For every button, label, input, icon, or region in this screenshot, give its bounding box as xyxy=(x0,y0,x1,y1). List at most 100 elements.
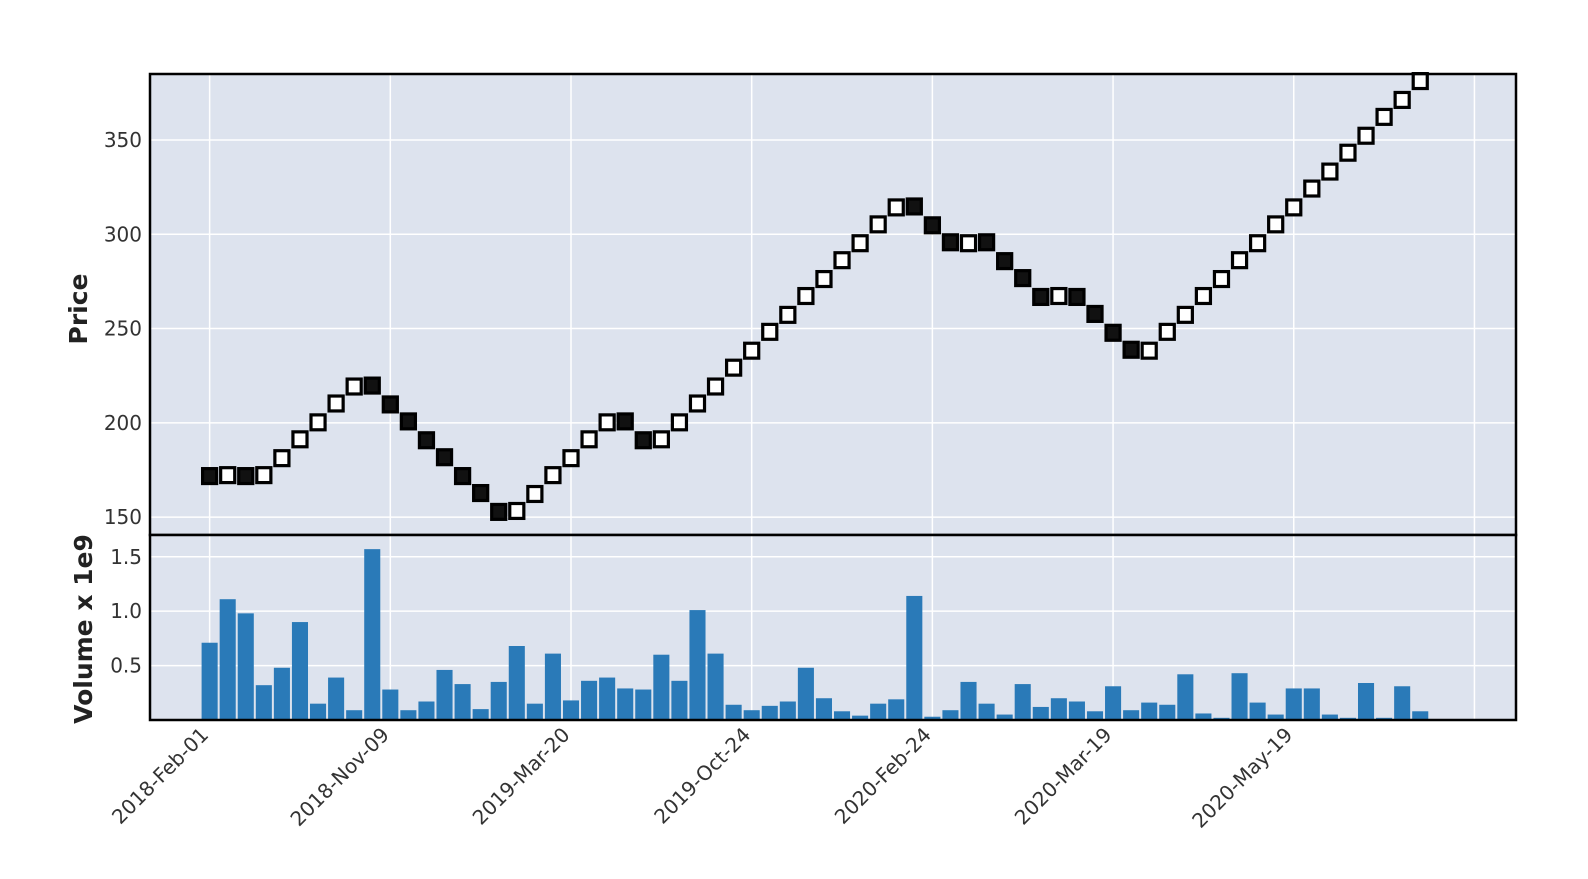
volume-bar xyxy=(888,699,905,720)
renko-brick-down xyxy=(1032,287,1050,307)
price-y-tick-label: 300 xyxy=(104,222,142,246)
price-y-tick-label: 150 xyxy=(104,505,142,529)
renko-brick-up xyxy=(833,251,851,270)
renko-brick-up xyxy=(869,215,887,234)
renko-brick-down xyxy=(905,197,923,216)
volume-bar xyxy=(544,653,561,720)
volume-bar xyxy=(797,667,814,720)
volume-y-ticks: 0.5 1.0 1.5 xyxy=(110,545,142,678)
volume-bar xyxy=(1231,673,1248,720)
volume-bar xyxy=(581,680,598,720)
renko-brick-up xyxy=(652,430,670,449)
renko-brick-up xyxy=(1393,90,1411,109)
volume-bar xyxy=(689,610,706,720)
x-tick-label: 2019-Oct-24 xyxy=(649,723,755,829)
price-y-tick-label: 200 xyxy=(104,411,142,435)
renko-brick-down xyxy=(1014,269,1032,288)
renko-brick-down xyxy=(417,431,436,450)
x-tick-label: 2020-May-19 xyxy=(1187,723,1297,833)
renko-brick-up xyxy=(526,484,544,504)
renko-brick-down xyxy=(634,431,652,450)
volume-bar xyxy=(201,642,218,720)
renko-brick-down xyxy=(616,412,634,431)
volume-bar xyxy=(454,684,471,720)
volume-bar xyxy=(1412,711,1429,720)
volume-bar xyxy=(1141,702,1158,720)
renko-brick-up xyxy=(1339,143,1357,162)
volume-bar xyxy=(924,716,941,720)
x-tick-label: 2018-Nov-09 xyxy=(285,723,393,831)
volume-bar xyxy=(671,680,688,720)
renko-brick-up xyxy=(724,358,743,377)
volume-bar xyxy=(1105,686,1122,720)
volume-bar xyxy=(1123,710,1140,720)
x-tick-label: 2020-Feb-24 xyxy=(830,723,936,829)
renko-brick-down xyxy=(1068,287,1086,307)
renko-brick-up xyxy=(1212,269,1231,289)
volume-bar xyxy=(346,710,363,720)
volume-bar xyxy=(1394,686,1411,720)
renko-brick-up xyxy=(309,413,327,432)
renko-brick-up xyxy=(1357,126,1375,145)
renko-brick-up xyxy=(345,377,363,396)
renko-brick-up xyxy=(887,198,905,217)
renko-brick-down xyxy=(1104,323,1122,342)
renko-brick-up xyxy=(1158,322,1176,341)
renko-brick-down xyxy=(453,467,472,486)
volume-axis-title: Volume x 1e9 xyxy=(69,534,98,724)
volume-bar xyxy=(472,709,489,720)
volume-bar xyxy=(219,599,236,720)
volume-bar xyxy=(1267,714,1284,720)
renko-brick-up xyxy=(580,430,598,449)
renko-brick-up xyxy=(959,234,978,253)
renko-brick-up xyxy=(1176,305,1194,324)
volume-bar xyxy=(418,701,435,720)
volume-bar xyxy=(906,595,923,720)
renko-brick-up xyxy=(1050,286,1068,306)
renko-brick-up xyxy=(1303,179,1321,198)
volume-bar xyxy=(761,705,778,720)
price-gridlines xyxy=(150,74,1516,535)
renko-brick-up xyxy=(273,449,291,468)
volume-bar xyxy=(1303,688,1320,720)
volume-bar xyxy=(635,689,652,720)
renko-brick-up xyxy=(688,394,707,413)
x-tick-label: 2018-Feb-01 xyxy=(107,723,213,829)
volume-bar xyxy=(400,710,417,720)
volume-bar xyxy=(255,685,272,720)
volume-bar xyxy=(364,549,381,720)
renko-brick-up xyxy=(1321,162,1339,181)
volume-bar xyxy=(870,703,887,720)
price-panel: 150 200 250 300 350 xyxy=(104,72,1518,537)
renko-brick-up xyxy=(562,449,580,468)
volume-bar xyxy=(1321,714,1338,720)
volume-bar xyxy=(743,710,760,720)
renko-brick-down xyxy=(923,216,942,235)
renko-brick-up xyxy=(815,269,833,289)
renko-brick-up xyxy=(219,466,237,485)
volume-bar xyxy=(1050,698,1067,720)
price-plot-background xyxy=(150,74,1516,535)
volume-bar xyxy=(1249,702,1266,720)
volume-bars xyxy=(201,549,1429,720)
renko-brick-down xyxy=(472,483,490,503)
volume-bar xyxy=(490,681,507,720)
volume-bar xyxy=(1068,701,1085,720)
price-axis-title: Price xyxy=(64,274,93,345)
x-tick-label: 2019-Mar-20 xyxy=(468,723,575,830)
renko-brick-down xyxy=(1086,304,1104,323)
volume-bar xyxy=(1032,706,1049,720)
volume-bar xyxy=(436,669,453,720)
volume-bar xyxy=(328,677,345,720)
volume-bar xyxy=(1177,674,1194,720)
volume-bar xyxy=(834,711,851,720)
renko-brick-down xyxy=(941,233,960,252)
renko-brick-up xyxy=(779,305,797,324)
renko-brick-down xyxy=(977,233,996,252)
price-y-tick-label: 350 xyxy=(104,128,142,152)
renko-brick-up xyxy=(544,466,562,485)
renko-brick-down xyxy=(996,252,1014,271)
renko-brick-up xyxy=(743,341,761,360)
renko-brick-up xyxy=(1267,215,1285,234)
volume-panel: 0.5 1.0 1.5 xyxy=(110,533,1518,722)
